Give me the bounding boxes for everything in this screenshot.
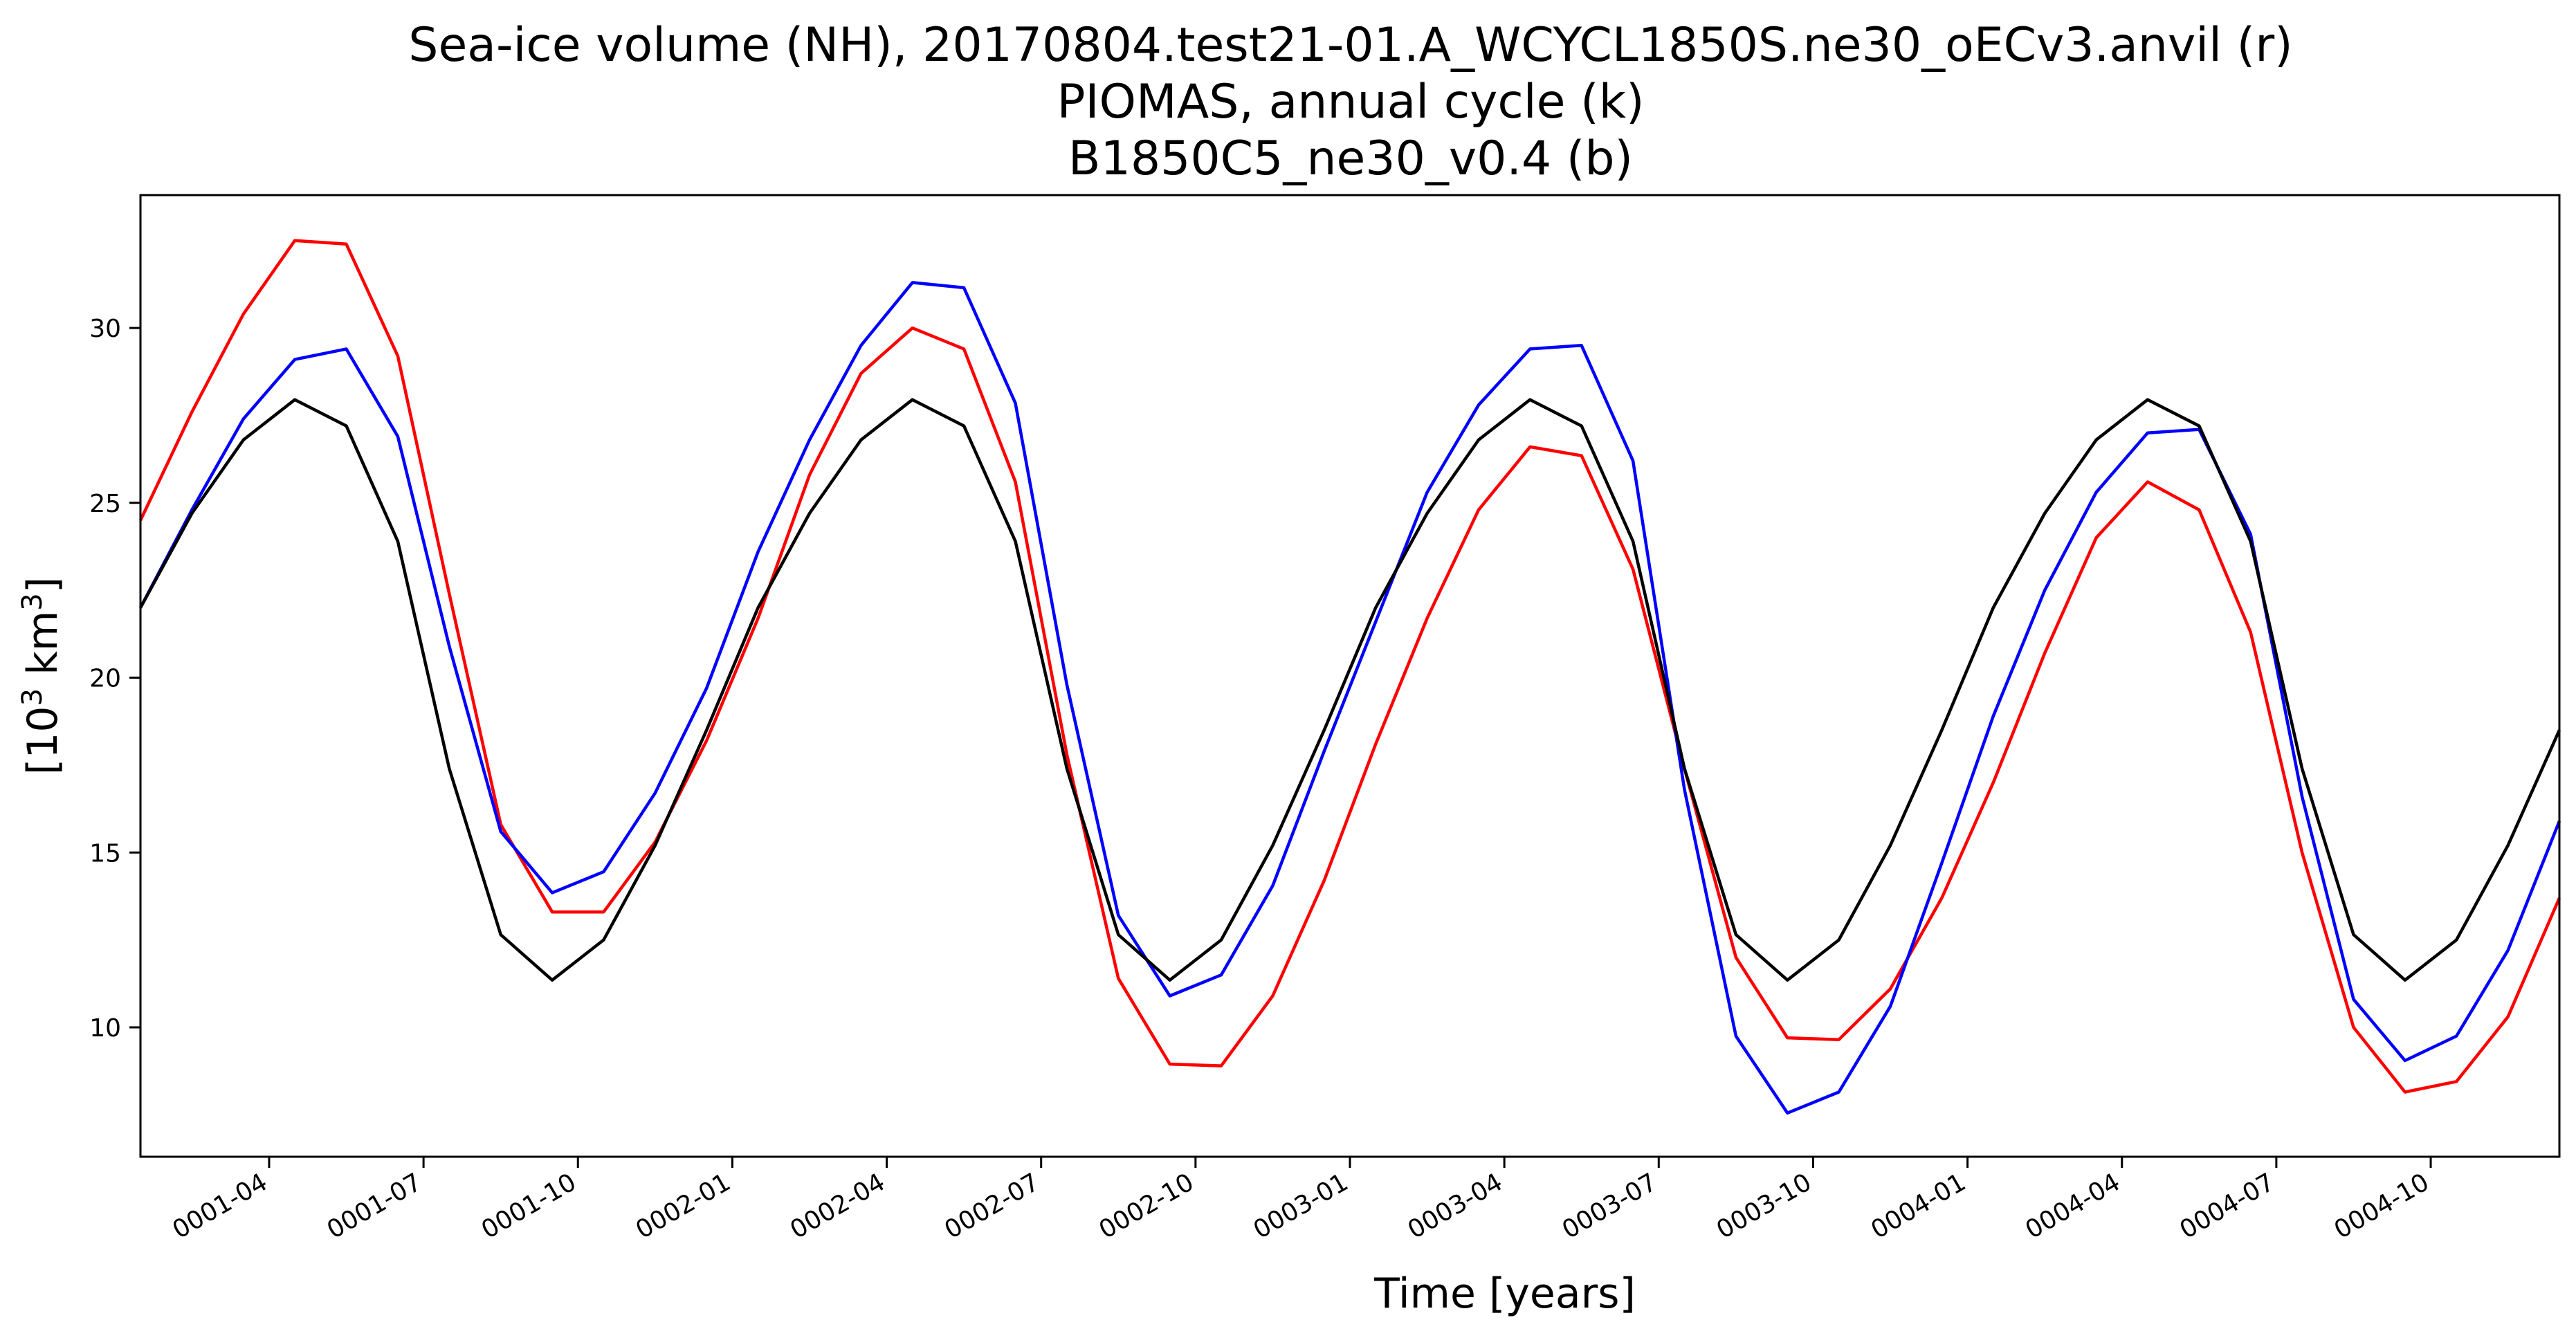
y-axis-ticks: 10 15 20 25 30 (89, 315, 140, 1043)
x-tick-label: 0002-10 (1095, 1168, 1199, 1245)
x-tick-label: 0002-07 (940, 1168, 1044, 1245)
x-tick-label: 0003-10 (1712, 1168, 1816, 1245)
x-tick-label: 0001-04 (168, 1168, 273, 1245)
y-axis-label: [103 km3] (17, 577, 67, 775)
chart-title-line-1: Sea-ice volume (NH), 20170804.test21-01.… (408, 18, 2292, 73)
x-tick-label: 0002-04 (785, 1168, 890, 1245)
series-line-1 (138, 239, 2561, 1094)
y-axis-label-unit-exponent: 3 (17, 593, 48, 610)
x-tick-label: 0003-04 (1403, 1168, 1508, 1245)
x-tick-label: 0003-07 (1558, 1168, 1662, 1245)
x-tick-label: 0001-07 (322, 1168, 427, 1245)
y-axis-label-exponent: 3 (17, 688, 48, 706)
x-tick-label: 0004-07 (2175, 1168, 2280, 1245)
series-line-2 (139, 281, 2561, 1115)
x-tick-label: 0002-01 (631, 1168, 736, 1245)
series-line-3 (139, 398, 2561, 982)
chart-title-line-3: B1850C5_ne30_v0.4 (b) (1068, 131, 1633, 186)
chart-title-line-2: PIOMAS, annual cycle (k) (1057, 75, 1644, 129)
x-tick-label: 0003-01 (1249, 1168, 1353, 1245)
y-tick-label: 15 (89, 839, 121, 868)
x-axis-ticks: 0001-04 0001-07 0001-10 0002-01 0002-04 0002-… (168, 1157, 2434, 1245)
y-axis-label-base: [10 (19, 706, 67, 775)
y-tick-label: 20 (89, 665, 121, 693)
series-layer (138, 239, 2561, 1115)
x-axis-label: Time [years] (1373, 1270, 1636, 1318)
x-tick-label: 0001-10 (477, 1168, 581, 1245)
y-tick-label: 30 (89, 315, 121, 343)
chart-title: Sea-ice volume (NH), 20170804.test21-01.… (408, 18, 2292, 186)
y-tick-label: 10 (89, 1014, 121, 1043)
y-axis-label-unit: km (19, 611, 67, 688)
y-axis-label-close: ] (19, 577, 67, 593)
y-tick-label: 25 (89, 490, 121, 518)
x-tick-label: 0004-04 (2020, 1168, 2125, 1245)
plot-area-frame (139, 194, 2561, 1158)
x-tick-label: 0004-10 (2330, 1168, 2434, 1245)
x-tick-label: 0004-01 (1866, 1168, 1971, 1245)
